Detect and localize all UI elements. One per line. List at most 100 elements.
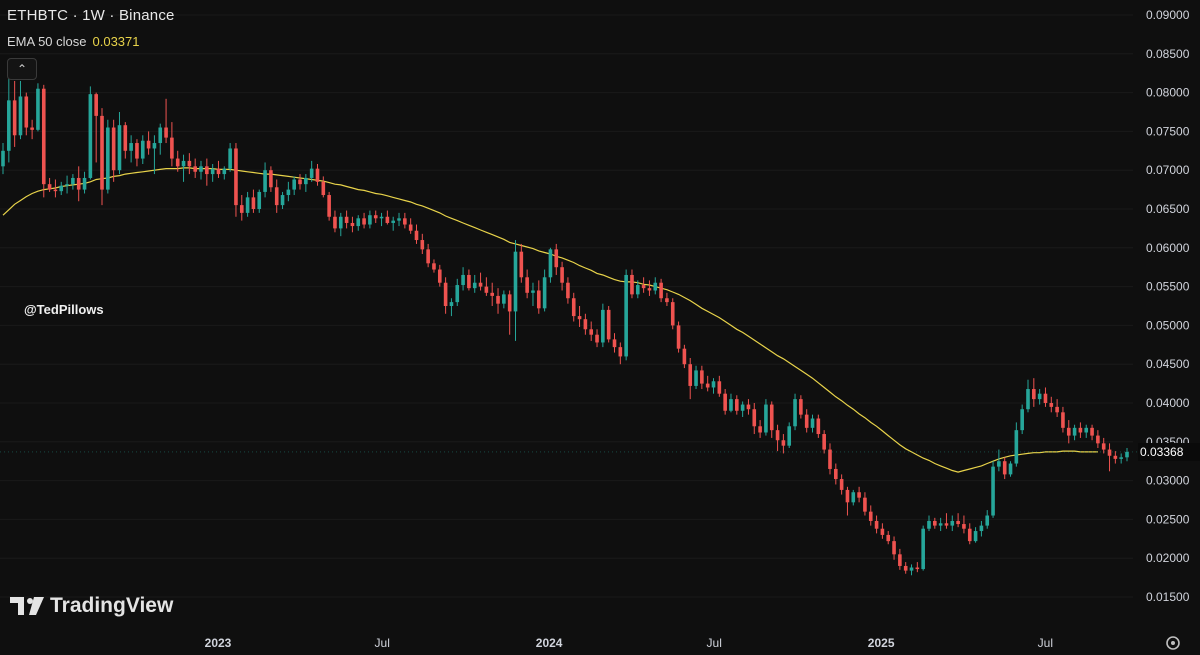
candle-body <box>641 285 646 289</box>
ema-legend[interactable]: EMA 50 close 0.03371 <box>7 34 140 49</box>
candle <box>915 562 920 573</box>
candle <box>1084 424 1089 438</box>
candle-body <box>845 489 850 503</box>
candle <box>822 430 826 454</box>
candle-body <box>286 189 291 196</box>
candle <box>769 401 774 438</box>
candle-body <box>659 282 663 299</box>
price-tick-label: 0.02000 <box>1146 551 1190 565</box>
candle-body <box>472 282 477 289</box>
candle <box>234 143 238 217</box>
candle-body <box>1055 406 1059 413</box>
candle-body <box>857 492 861 498</box>
candle-body <box>775 430 780 441</box>
candle-body <box>997 461 1001 467</box>
candle-body <box>1043 393 1048 403</box>
price-tick-label: 0.05500 <box>1146 280 1190 294</box>
candle-body <box>53 189 58 192</box>
candle <box>851 489 856 506</box>
candle <box>892 536 896 560</box>
candle <box>379 212 384 227</box>
candle-body <box>437 269 442 283</box>
candle <box>612 333 617 353</box>
candle-body <box>1026 389 1030 410</box>
symbol-title[interactable]: ETHBTC · 1W · Binance <box>7 7 175 24</box>
candle <box>47 177 52 192</box>
candle-body <box>1061 412 1065 428</box>
candle <box>1090 424 1094 441</box>
candle-body <box>944 523 949 526</box>
candle <box>1026 379 1030 413</box>
candle <box>647 280 652 296</box>
candle-body <box>71 177 75 185</box>
candle-body <box>635 285 640 295</box>
candle <box>140 135 145 164</box>
candle-body <box>187 160 192 167</box>
candle-body <box>245 197 250 213</box>
candle <box>461 267 465 291</box>
candle-body <box>338 216 343 229</box>
candle <box>484 277 489 296</box>
candle-body <box>979 525 984 532</box>
candle <box>577 306 582 327</box>
price-tick-label: 0.01500 <box>1146 590 1190 604</box>
candle-body <box>269 170 273 188</box>
candle <box>1061 406 1065 433</box>
candle <box>1 143 5 175</box>
candle <box>583 313 588 335</box>
candle <box>816 414 821 438</box>
candle <box>962 515 966 534</box>
candle <box>327 191 331 221</box>
candle-body <box>548 249 553 278</box>
candle-body <box>938 523 943 526</box>
collapse-legend-button[interactable]: ⌃ <box>7 58 37 80</box>
candle-body <box>787 426 792 446</box>
candle-body <box>571 298 576 317</box>
candle <box>181 154 186 182</box>
candle-body <box>24 96 29 128</box>
candle <box>997 449 1001 472</box>
candle-body <box>1008 463 1013 475</box>
candle-body <box>513 251 518 312</box>
price-tick-label: 0.03000 <box>1146 474 1190 488</box>
candle-body <box>1096 435 1100 444</box>
candle-body <box>1002 461 1007 475</box>
candle <box>7 77 11 163</box>
candle <box>170 122 174 167</box>
candle-body <box>711 381 716 388</box>
candle-body <box>449 302 454 306</box>
candle <box>898 548 902 570</box>
candle <box>799 395 803 419</box>
candle <box>309 160 314 182</box>
candle-body <box>158 127 163 144</box>
candle <box>152 135 157 175</box>
candle-body <box>47 184 52 190</box>
candle <box>717 375 722 397</box>
price-tick-label: 0.08000 <box>1146 86 1190 100</box>
candle <box>158 123 163 155</box>
candle-body <box>455 285 460 303</box>
candle-body <box>851 492 856 503</box>
candle <box>694 365 698 390</box>
candle <box>705 375 710 392</box>
candle-body <box>484 286 489 293</box>
candle <box>1049 396 1054 413</box>
candle <box>874 515 879 534</box>
candle-body <box>1037 393 1042 400</box>
candle <box>903 562 908 574</box>
candle <box>606 306 611 343</box>
candle-body <box>1107 449 1112 456</box>
candle <box>321 176 326 198</box>
candle <box>711 378 716 394</box>
candle <box>734 395 739 415</box>
candle <box>129 135 133 163</box>
candle <box>927 515 931 532</box>
candle <box>653 277 658 295</box>
candle-body <box>175 158 180 167</box>
candle-body <box>630 274 634 295</box>
candle <box>175 150 180 172</box>
candle-body <box>12 100 17 136</box>
candle <box>298 174 302 190</box>
settings-icon[interactable] <box>1164 634 1182 652</box>
